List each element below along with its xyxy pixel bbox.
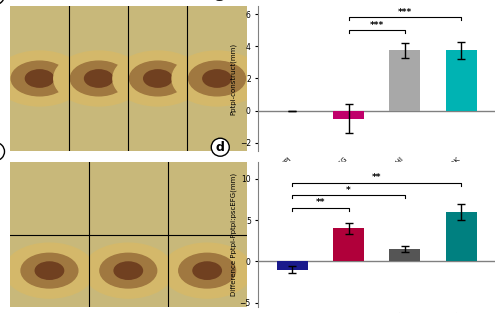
Circle shape (35, 262, 64, 279)
Circle shape (188, 61, 246, 96)
Circle shape (0, 51, 84, 106)
Circle shape (144, 70, 172, 87)
Circle shape (11, 61, 68, 96)
Circle shape (113, 51, 203, 106)
Bar (390, 50, 420, 110)
Text: ***: *** (370, 21, 384, 30)
Circle shape (172, 51, 262, 106)
Bar (390, 249, 420, 261)
Bar (276, 261, 308, 269)
Text: **: ** (372, 173, 382, 182)
Bar (446, 212, 476, 261)
Circle shape (203, 70, 231, 87)
Y-axis label: Pptpi-construct(mm): Pptpi-construct(mm) (230, 43, 237, 115)
Text: ***: *** (398, 8, 412, 17)
Circle shape (70, 61, 127, 96)
Text: d: d (216, 141, 224, 154)
Bar (333, 110, 364, 119)
Circle shape (54, 51, 144, 106)
Y-axis label: Difference Pptpi-Pptpi:pscEFG(mm): Difference Pptpi-Pptpi:pscEFG(mm) (230, 173, 236, 296)
Circle shape (193, 262, 222, 279)
Bar (333, 228, 364, 261)
Circle shape (162, 243, 252, 298)
Circle shape (84, 70, 113, 87)
Circle shape (26, 70, 54, 87)
Circle shape (4, 243, 94, 298)
Circle shape (114, 262, 142, 279)
Circle shape (100, 253, 156, 288)
Circle shape (84, 243, 173, 298)
Circle shape (21, 253, 78, 288)
Circle shape (130, 61, 186, 96)
Text: **: ** (316, 198, 325, 207)
Bar (446, 50, 476, 110)
Circle shape (179, 253, 236, 288)
Text: *: * (346, 186, 351, 195)
